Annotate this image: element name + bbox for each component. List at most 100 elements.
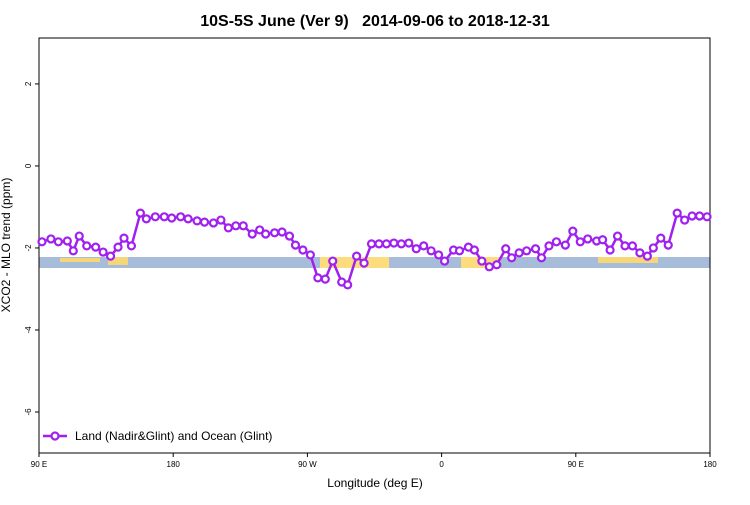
chart-title: 10S-5S June (Ver 9) 2014-09-06 to 2018-1… xyxy=(200,13,550,30)
land-patch xyxy=(108,257,128,265)
data-point xyxy=(404,238,414,248)
data-point xyxy=(159,212,169,222)
x-tick-label: 180 xyxy=(703,460,717,469)
data-point xyxy=(411,244,421,254)
data-point xyxy=(320,274,330,284)
data-point xyxy=(290,240,301,250)
x-tick-label: 90 E xyxy=(31,460,47,469)
y-tick-label: -2 xyxy=(24,244,33,252)
land-patch xyxy=(60,258,100,262)
data-point xyxy=(277,227,287,237)
data-point xyxy=(141,214,151,224)
data-point xyxy=(238,221,248,231)
data-point xyxy=(231,221,241,231)
data-point xyxy=(434,250,444,260)
data-point xyxy=(223,223,233,233)
data-point xyxy=(46,234,56,244)
data-point xyxy=(208,218,219,228)
x-tick-label: 0 xyxy=(439,460,444,469)
data-point xyxy=(544,241,554,251)
data-point xyxy=(343,280,353,290)
data-point xyxy=(119,233,129,243)
data-point xyxy=(167,213,177,223)
data-point xyxy=(521,246,532,256)
data-point xyxy=(635,248,645,258)
data-point xyxy=(583,234,593,244)
data-point xyxy=(374,239,384,249)
y-tick-label: -6 xyxy=(24,408,33,416)
data-point xyxy=(514,248,524,258)
data-point xyxy=(648,243,658,253)
data-point xyxy=(366,239,377,249)
data-point xyxy=(305,250,315,260)
y-tick-label: 0 xyxy=(24,163,33,168)
plot-frame xyxy=(38,37,711,454)
data-point xyxy=(53,237,63,247)
data-point xyxy=(176,212,186,222)
data-point xyxy=(328,256,338,266)
data-point xyxy=(568,226,578,236)
data-point xyxy=(620,241,630,251)
data-point xyxy=(91,242,101,252)
data-point xyxy=(381,239,392,249)
data-point xyxy=(199,217,210,227)
x-tick-label: 90 E xyxy=(568,460,584,469)
data-point xyxy=(702,212,712,222)
land-band xyxy=(58,257,128,268)
data-point xyxy=(247,229,257,239)
data-point xyxy=(575,237,585,247)
data-point xyxy=(663,240,673,250)
legend-marker xyxy=(50,431,60,441)
land-patch xyxy=(598,257,658,263)
data-point xyxy=(396,239,406,249)
data-point xyxy=(389,238,399,248)
x-tick-label: 90 W xyxy=(298,460,317,469)
y-tick-label: 2 xyxy=(24,81,33,86)
data-point xyxy=(598,235,608,245)
data-point xyxy=(298,245,308,255)
data-point xyxy=(105,251,116,261)
data-point xyxy=(694,211,705,221)
data-point xyxy=(255,225,265,235)
data-point xyxy=(469,245,480,255)
y-axis-label: XCO2 - MLO trend (ppm) xyxy=(0,178,13,313)
data-point xyxy=(192,216,202,226)
data-point xyxy=(426,246,436,256)
data-point xyxy=(530,244,541,254)
data-point xyxy=(656,233,666,243)
data-point xyxy=(352,251,362,261)
data-point xyxy=(98,247,108,257)
data-point xyxy=(642,251,652,261)
data-point xyxy=(477,256,487,266)
data-point xyxy=(113,242,123,252)
legend-label: Land (Nadir&Glint) and Ocean (Glint) xyxy=(75,429,272,443)
data-point xyxy=(536,253,547,263)
data-point xyxy=(612,231,623,241)
data-point xyxy=(74,231,84,241)
data-point xyxy=(501,244,511,254)
data-point xyxy=(687,211,697,221)
x-tick-label: 180 xyxy=(167,460,181,469)
data-point xyxy=(135,208,145,218)
data-point xyxy=(454,246,465,256)
data-point xyxy=(62,236,72,246)
data-point xyxy=(484,262,494,272)
data-point xyxy=(551,237,562,247)
data-point xyxy=(359,258,369,268)
surface-band xyxy=(39,257,710,268)
data-point xyxy=(439,256,450,266)
data-point xyxy=(126,241,137,251)
data-point xyxy=(419,241,429,251)
data-point xyxy=(507,253,517,263)
data-point xyxy=(284,231,295,241)
data-point xyxy=(261,229,271,239)
data-point xyxy=(560,240,570,250)
data-point xyxy=(37,237,47,247)
data-point xyxy=(605,245,615,255)
x-axis-label: Longitude (deg E) xyxy=(327,476,422,490)
data-point xyxy=(68,246,78,256)
data-point xyxy=(680,215,690,225)
data-point xyxy=(150,212,160,222)
data-point xyxy=(672,208,682,218)
data-point xyxy=(492,260,502,270)
